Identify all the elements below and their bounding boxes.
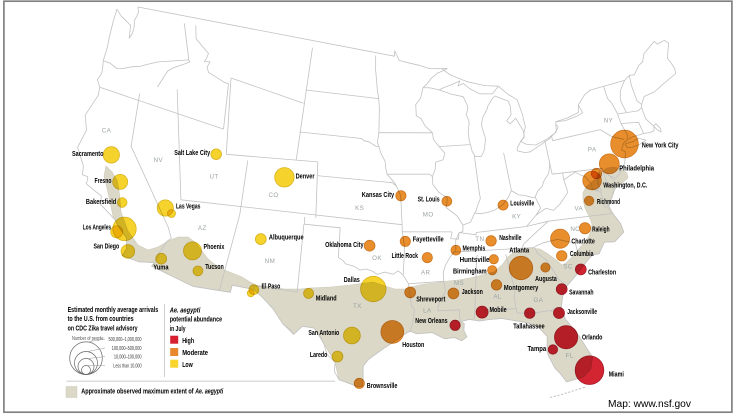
- svg-text:Phoenix: Phoenix: [204, 242, 225, 251]
- svg-text:Charleston: Charleston: [588, 267, 616, 276]
- svg-text:Bakersfield: Bakersfield: [86, 197, 116, 206]
- svg-text:KS: KS: [355, 205, 364, 212]
- svg-text:NM: NM: [265, 258, 275, 265]
- svg-text:OK: OK: [372, 255, 382, 262]
- svg-text:UT: UT: [209, 174, 218, 181]
- svg-text:CO: CO: [269, 192, 279, 199]
- svg-text:Los Angeles: Los Angeles: [83, 222, 111, 231]
- svg-text:Jackson: Jackson: [462, 287, 483, 296]
- svg-text:New York City: New York City: [642, 140, 679, 149]
- svg-text:TX: TX: [353, 303, 362, 310]
- svg-text:Fresno: Fresno: [95, 176, 112, 185]
- svg-text:Richmond: Richmond: [597, 197, 620, 206]
- svg-text:Laredo: Laredo: [310, 350, 328, 359]
- svg-text:potential abundance: potential abundance: [170, 315, 222, 324]
- svg-text:Estimated monthly average arri: Estimated monthly average arrivals: [68, 305, 159, 314]
- svg-text:Raleigh: Raleigh: [592, 225, 610, 234]
- svg-text:Washington, D.C.: Washington, D.C.: [603, 180, 647, 189]
- svg-text:100,000–500,000: 100,000–500,000: [112, 346, 142, 352]
- svg-text:Fayetteville: Fayetteville: [413, 235, 444, 244]
- svg-text:Oklahoma City: Oklahoma City: [325, 240, 364, 249]
- svg-text:VA: VA: [574, 206, 583, 213]
- svg-text:Dallas: Dallas: [344, 275, 360, 284]
- svg-text:Yuma: Yuma: [153, 263, 169, 272]
- svg-text:Moderate: Moderate: [182, 348, 208, 357]
- svg-text:Columbia: Columbia: [570, 249, 594, 258]
- svg-text:Savannah: Savannah: [569, 288, 593, 297]
- svg-text:NY: NY: [604, 118, 613, 125]
- svg-text:Houston: Houston: [402, 340, 424, 349]
- svg-text:Denver: Denver: [296, 172, 315, 181]
- svg-text:Huntsville: Huntsville: [460, 255, 490, 264]
- svg-text:Midland: Midland: [316, 294, 337, 303]
- svg-text:MO: MO: [423, 212, 434, 219]
- svg-text:to the U.S. from countries: to the U.S. from countries: [68, 314, 134, 323]
- svg-text:Brownsville: Brownsville: [367, 381, 398, 390]
- svg-text:Mobile: Mobile: [490, 305, 507, 314]
- svg-text:Memphis: Memphis: [463, 244, 486, 253]
- svg-text:Charlotte: Charlotte: [571, 237, 594, 246]
- svg-text:Kansas City: Kansas City: [362, 190, 395, 199]
- svg-text:Less than 10,000: Less than 10,000: [113, 363, 141, 369]
- svg-text:Salt Lake City: Salt Lake City: [174, 148, 211, 157]
- svg-text:Sacramento: Sacramento: [72, 149, 104, 158]
- svg-text:KY: KY: [512, 214, 521, 221]
- svg-text:San Diego: San Diego: [94, 242, 120, 251]
- svg-text:Ae. aegypti: Ae. aegypti: [169, 305, 201, 314]
- svg-text:AZ: AZ: [198, 225, 207, 232]
- svg-text:El Paso: El Paso: [262, 281, 281, 290]
- svg-text:New Orleans: New Orleans: [415, 316, 447, 325]
- svg-text:SC: SC: [563, 264, 573, 271]
- svg-text:500,000–1,000,000: 500,000–1,000,000: [109, 337, 142, 343]
- svg-text:GA: GA: [534, 297, 544, 304]
- svg-text:in July: in July: [170, 324, 187, 333]
- svg-text:PA: PA: [588, 146, 597, 153]
- svg-text:Tampa: Tampa: [528, 344, 547, 353]
- svg-text:Tallahassee: Tallahassee: [513, 321, 544, 330]
- svg-text:Low: Low: [182, 360, 193, 369]
- svg-text:Approximate observed maximum e: Approximate observed maximum extent of A…: [81, 387, 224, 396]
- svg-text:Albuquerque: Albuquerque: [269, 233, 304, 242]
- svg-text:FL: FL: [566, 353, 574, 360]
- svg-text:Augusta: Augusta: [535, 274, 557, 283]
- svg-text:TN: TN: [475, 236, 484, 243]
- svg-text:Number of people: Number of people: [72, 336, 104, 342]
- svg-text:San Antonio: San Antonio: [308, 328, 339, 337]
- svg-text:Nashville: Nashville: [499, 233, 521, 242]
- svg-text:10,000–100,000: 10,000–100,000: [114, 354, 142, 360]
- svg-text:Las Vegas: Las Vegas: [176, 202, 200, 211]
- svg-text:AL: AL: [493, 294, 502, 301]
- svg-text:CA: CA: [102, 128, 112, 135]
- svg-text:Tucson: Tucson: [205, 262, 224, 271]
- svg-text:NC: NC: [570, 226, 580, 233]
- svg-text:Miami: Miami: [609, 369, 624, 378]
- svg-text:NV: NV: [154, 157, 164, 164]
- svg-text:on CDC Zika travel advisory: on CDC Zika travel advisory: [68, 323, 139, 332]
- svg-text:LA: LA: [423, 308, 432, 315]
- svg-text:Montgomery: Montgomery: [504, 283, 539, 292]
- svg-text:High: High: [182, 336, 194, 345]
- svg-text:Shreveport: Shreveport: [416, 294, 446, 303]
- svg-text:Atlanta: Atlanta: [509, 246, 530, 255]
- svg-text:Louisville: Louisville: [510, 199, 534, 208]
- svg-text:Map: www.nsf.gov: Map: www.nsf.gov: [608, 399, 691, 410]
- svg-text:Birmingham: Birmingham: [453, 267, 487, 276]
- svg-text:Little Rock: Little Rock: [392, 251, 419, 260]
- svg-text:Orlando: Orlando: [582, 332, 603, 341]
- svg-text:AR: AR: [421, 270, 431, 277]
- svg-text:Philadelphia: Philadelphia: [619, 163, 655, 172]
- svg-text:St. Louis: St. Louis: [418, 195, 440, 204]
- svg-text:Jacksonville: Jacksonville: [567, 307, 597, 316]
